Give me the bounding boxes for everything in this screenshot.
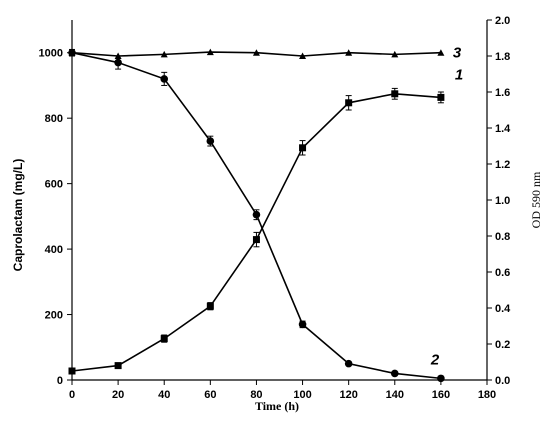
data-point	[206, 48, 214, 56]
series-1: 1	[68, 66, 463, 375]
y-tick-label-right: 1.4	[495, 123, 511, 135]
y-tick-label-right: 0.2	[495, 339, 510, 351]
data-point	[160, 50, 168, 58]
data-point	[252, 49, 260, 56]
data-point	[391, 50, 399, 58]
series-layer: 1 2 3	[68, 45, 463, 383]
x-axis-label: Time (h)	[255, 399, 299, 413]
x-tick-label: 180	[478, 389, 496, 401]
y-axis-label-right: OD 590 nm	[529, 171, 543, 228]
data-point	[345, 99, 353, 107]
data-point	[298, 320, 307, 329]
x-tick-label: 140	[386, 389, 404, 401]
data-point	[345, 49, 353, 56]
data-point	[114, 362, 122, 370]
x-tick-label: 0	[69, 389, 75, 401]
x-tick-label: 20	[112, 389, 124, 401]
data-point	[68, 367, 76, 375]
y-tick-label-right: 0.8	[495, 231, 510, 243]
x-tick-label: 60	[204, 389, 216, 401]
data-point	[299, 52, 307, 59]
data-point	[252, 210, 261, 219]
x-tick-label: 80	[250, 389, 262, 401]
y-tick-label-right: 1.0	[495, 195, 510, 207]
data-point	[391, 90, 399, 98]
data-point	[437, 93, 445, 101]
y-tick-label-right: 0.6	[495, 267, 510, 279]
y-tick-label-right: 1.6	[495, 87, 510, 99]
y-tick-label-left: 800	[45, 113, 63, 125]
series-label-1: 1	[455, 66, 463, 83]
series-2: 2	[68, 48, 445, 383]
series-label-2: 2	[430, 351, 440, 368]
axes: 0 20 40 60 80 100 120 140 160 180 0 200 400 600 800 100…	[39, 15, 512, 401]
y-tick-label-right: 1.2	[495, 159, 510, 171]
x-tick-label: 40	[158, 389, 170, 401]
y-tick-label-right: 0.0	[495, 375, 510, 387]
data-point	[206, 302, 214, 310]
data-point	[206, 137, 215, 145]
data-point	[437, 49, 445, 56]
y-tick-label-right: 1.8	[495, 51, 510, 63]
data-point	[437, 374, 445, 383]
data-point	[68, 49, 76, 56]
x-tick-label: 120	[339, 389, 357, 401]
y-tick-label-left: 1000	[39, 48, 63, 60]
x-tick-label: 160	[432, 389, 450, 401]
y-tick-label-right: 0.4	[495, 303, 511, 315]
y-axis-label-left: Caprolactam (mg/L)	[11, 159, 25, 272]
y-tick-label-left: 600	[45, 179, 63, 191]
x-tick-label: 100	[293, 389, 311, 401]
y-tick-label-left: 0	[57, 375, 63, 387]
data-point	[252, 236, 260, 244]
data-point	[299, 144, 307, 152]
y-tick-label-left: 400	[45, 244, 63, 256]
data-point	[160, 335, 168, 343]
data-point	[390, 369, 399, 378]
data-point	[344, 359, 353, 368]
data-point	[114, 52, 122, 59]
y-tick-label-left: 200	[45, 310, 63, 322]
data-point	[160, 75, 169, 83]
series-label-3: 3	[453, 45, 462, 62]
y-tick-label-right: 2.0	[495, 15, 510, 27]
series-3: 3	[68, 45, 462, 62]
data-point	[114, 58, 122, 67]
